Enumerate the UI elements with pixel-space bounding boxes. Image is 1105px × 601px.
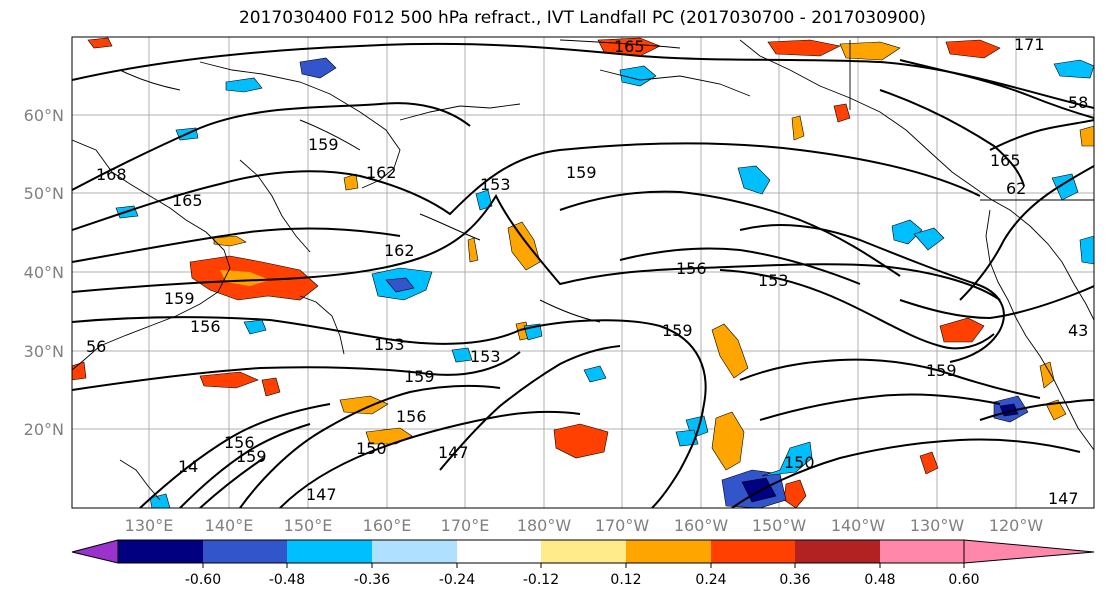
colorbar-tick-label: 0.36 xyxy=(779,572,810,588)
map-content: 165 171 58 159 162 153 159 165 62 168 16… xyxy=(72,35,1094,508)
colorbar-segment xyxy=(795,540,880,563)
contour-label: 147 xyxy=(438,443,469,462)
thin-contours xyxy=(119,39,681,323)
refractivity-contours xyxy=(72,42,1094,508)
coastlines xyxy=(72,39,1094,501)
colorbar-tick-label: -0.60 xyxy=(185,572,221,588)
lat-label: 20°N xyxy=(24,420,64,439)
lon-label: 160°E xyxy=(363,516,412,535)
contour-label: 165 xyxy=(172,191,203,210)
latitude-labels: 60°N 50°N 40°N 30°N 20°N xyxy=(24,106,64,439)
lon-label: 150°W xyxy=(752,516,807,535)
lat-label: 30°N xyxy=(24,342,64,361)
colorbar-tick-label: 0.48 xyxy=(864,572,895,588)
contour-label: 162 xyxy=(384,241,415,260)
lon-label: 160°W xyxy=(674,516,729,535)
lon-label: 180°W xyxy=(517,516,572,535)
lon-label: 140°E xyxy=(205,516,254,535)
contour-label: 159 xyxy=(404,367,435,386)
contour-label: 56 xyxy=(86,337,106,356)
lon-label: 140°W xyxy=(831,516,886,535)
contour-label: 168 xyxy=(96,165,127,184)
colorbar-segment xyxy=(203,540,287,563)
lon-label: 150°E xyxy=(284,516,333,535)
lon-label: 130°W xyxy=(910,516,965,535)
lon-label: 130°E xyxy=(125,516,174,535)
colorbar-tick-label: -0.48 xyxy=(269,572,305,588)
colorbar-extend-left xyxy=(72,540,118,563)
colorbar-segment xyxy=(457,540,541,563)
colorbar-tick-label: -0.12 xyxy=(523,572,559,588)
colorbar-tick-label: 0.24 xyxy=(695,572,726,588)
contour-label: 171 xyxy=(1014,35,1045,54)
colorbar-segment xyxy=(372,540,457,563)
colorbar-segment xyxy=(287,540,372,563)
colorbar-segment xyxy=(118,540,203,563)
colorbar-segment xyxy=(626,540,711,563)
contour-label: 14 xyxy=(178,457,198,476)
contour-label: 159 xyxy=(566,163,597,182)
contour-label: 156 xyxy=(224,433,255,452)
lat-label: 40°N xyxy=(24,263,64,282)
contour-label: 156 xyxy=(190,317,221,336)
colorbar-tick-label: -0.36 xyxy=(354,572,390,588)
contour-label: 165 xyxy=(990,151,1021,170)
contour-label: 162 xyxy=(366,163,397,182)
longitude-labels: 130°E 140°E 150°E 160°E 170°E 180°W 170°… xyxy=(125,516,1044,535)
contour-label: 159 xyxy=(926,361,957,380)
contour-label: 147 xyxy=(306,485,337,504)
lat-label: 60°N xyxy=(24,106,64,125)
contour-label: 153 xyxy=(374,335,405,354)
contour-label: 58 xyxy=(1068,93,1088,112)
contour-label: 62 xyxy=(1006,179,1026,198)
contour-label: 150 xyxy=(356,439,387,458)
contour-label: 147 xyxy=(1048,489,1079,508)
colorbar-tick-label: 0.12 xyxy=(610,572,641,588)
colorbar-segment xyxy=(541,540,626,563)
contour-labels: 165 171 58 159 162 153 159 165 62 168 16… xyxy=(86,35,1088,508)
contour-label: 156 xyxy=(396,407,427,426)
colorbar-segment xyxy=(711,540,795,563)
contour-label: 159 xyxy=(662,321,693,340)
colorbar-ticks xyxy=(202,563,965,568)
contour-label: 153 xyxy=(480,175,511,194)
contour-label: 153 xyxy=(758,271,789,290)
contour-label: 159 xyxy=(236,447,267,466)
colorbar-extend-right-arrow xyxy=(964,540,1094,563)
contour-label: 150 xyxy=(784,453,815,472)
map-frame xyxy=(71,36,1095,509)
chart-title: 2017030400 F012 500 hPa refract., IVT La… xyxy=(238,8,926,28)
lon-label: 120°W xyxy=(989,516,1044,535)
colorbar-tick-label: 0.60 xyxy=(948,572,979,588)
contour-label: 156 xyxy=(676,259,707,278)
lon-label: 170°W xyxy=(595,516,650,535)
contour-label: 165 xyxy=(614,37,645,56)
colorbar-tick-label: -0.24 xyxy=(439,572,475,588)
colorbar-arrows-outline xyxy=(71,539,1095,564)
contour-label: 159 xyxy=(308,135,339,154)
ivt-pc-shading xyxy=(72,37,1094,508)
contour-label: 43 xyxy=(1068,321,1088,340)
contour-label: 159 xyxy=(164,289,195,308)
lat-label: 50°N xyxy=(24,184,64,203)
contour-label: 153 xyxy=(470,347,501,366)
lon-label: 170°E xyxy=(441,516,490,535)
colorbar-extend-right xyxy=(880,540,964,563)
colorbar: -0.60 -0.48 -0.36 -0.24 -0.12 0.12 0.24 … xyxy=(71,539,1095,588)
